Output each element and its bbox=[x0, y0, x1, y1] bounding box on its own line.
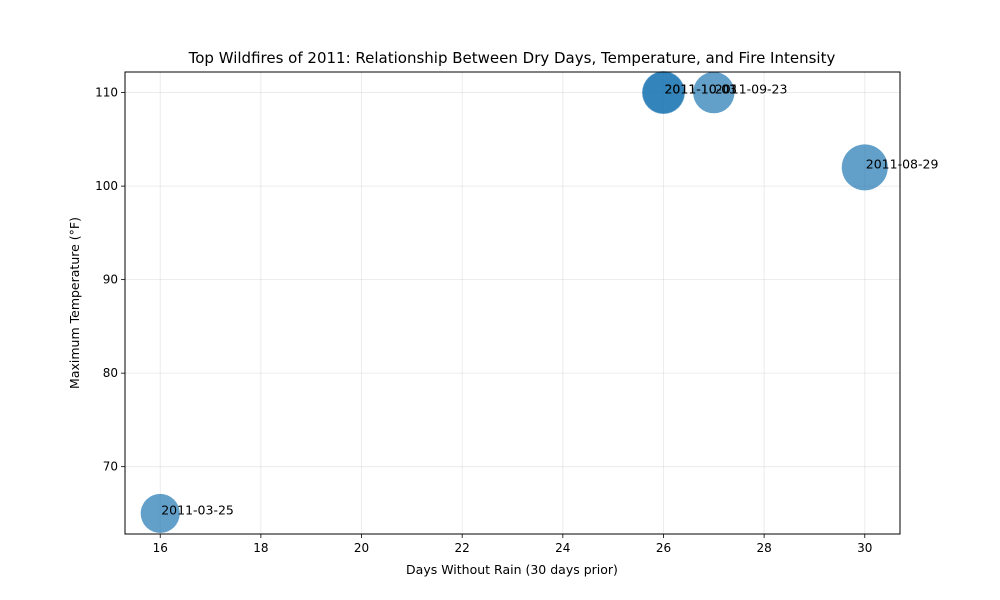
y-tick-label: 110 bbox=[95, 86, 118, 100]
point-label: 2011-08-29 bbox=[866, 156, 939, 171]
data-point bbox=[693, 71, 735, 114]
x-tick-label: 24 bbox=[555, 541, 570, 555]
point-label: 2011-10-01 bbox=[664, 82, 737, 97]
x-tick-label: 18 bbox=[253, 541, 268, 555]
y-tick-label: 100 bbox=[95, 179, 118, 193]
x-axis-ticks: 16 18 20 22 24 26 28 30 bbox=[153, 534, 872, 555]
x-tick-label: 28 bbox=[756, 541, 771, 555]
x-tick-label: 30 bbox=[857, 541, 872, 555]
x-tick-label: 16 bbox=[153, 541, 168, 555]
point-annotations: 2011-03-25 2011-10-032011-10-012011-09-23… bbox=[161, 82, 938, 518]
y-tick-label: 80 bbox=[103, 366, 118, 380]
point-label: 2011-10-03 bbox=[664, 82, 737, 97]
plot-frame bbox=[124, 71, 901, 535]
x-tick-label: 22 bbox=[455, 541, 470, 555]
data-point bbox=[841, 144, 888, 191]
y-axis-ticks: 70 80 90 100 110 bbox=[95, 86, 125, 474]
data-points bbox=[140, 71, 888, 533]
x-tick-label: 20 bbox=[354, 541, 369, 555]
chart-title: Top Wildfires of 2011: Relationship Betw… bbox=[188, 49, 836, 67]
y-tick-label: 90 bbox=[103, 273, 118, 287]
point-label: 2011-09-23 bbox=[715, 82, 788, 97]
x-tick-label: 26 bbox=[656, 541, 671, 555]
y-axis-label: Maximum Temperature (°F) bbox=[67, 217, 82, 389]
data-point bbox=[140, 493, 180, 533]
point-label: 2011-03-25 bbox=[161, 502, 234, 517]
y-tick-label: 70 bbox=[103, 460, 118, 474]
x-axis-label: Days Without Rain (30 days prior) bbox=[406, 562, 618, 577]
data-point bbox=[642, 71, 685, 114]
